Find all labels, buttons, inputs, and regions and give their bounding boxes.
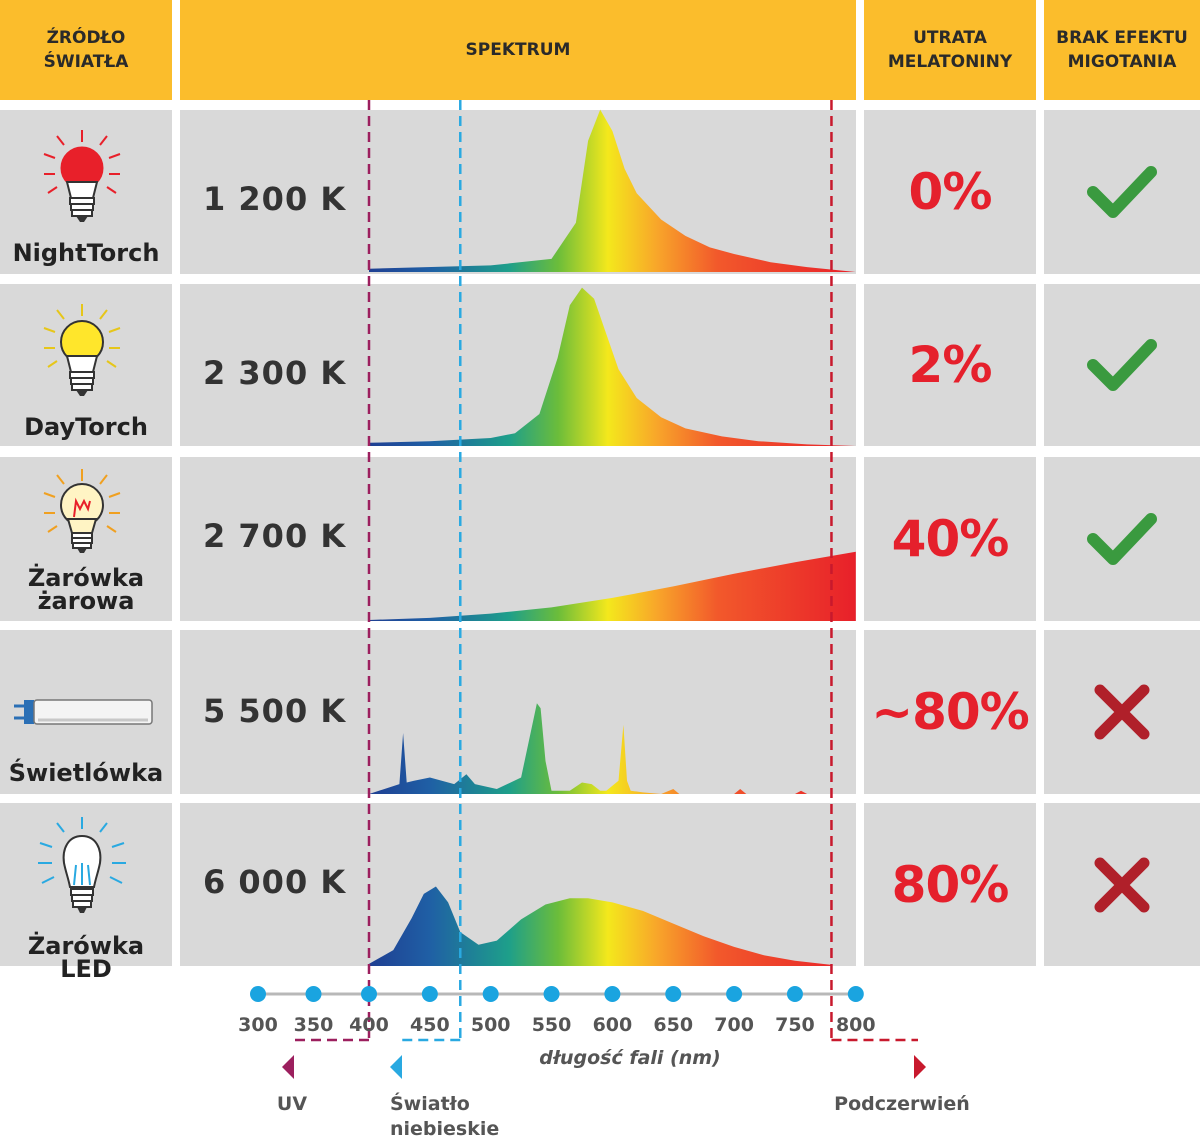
tick-label-800: 800	[836, 1014, 876, 1036]
axis-dot-650	[665, 986, 682, 1002]
row-incandescent-name: Żarówka żarowa	[0, 564, 172, 615]
row-incandescent-temperature: 2 700 K	[203, 517, 347, 555]
row-led-melatonin-value: 80%	[891, 855, 1010, 914]
row-nighttorch-flicker	[1044, 110, 1200, 274]
axis-dot-350	[305, 986, 322, 1002]
header-melatonin-line-2: MELATONINY	[887, 52, 1013, 72]
incandescent-bulb-icon	[43, 469, 121, 553]
axis-dot-450	[421, 986, 438, 1002]
tick-label-700: 700	[714, 1014, 754, 1036]
led-bulb-icon	[38, 817, 126, 913]
header-spectrum-label: SPEKTRUM	[465, 40, 571, 60]
row-incandescent-flicker	[1044, 457, 1200, 621]
header-source-line-1: ŹRÓDŁO	[46, 28, 126, 48]
row-fluorescent-flicker	[1044, 630, 1200, 794]
row-nighttorch-source: NightTorch	[0, 110, 172, 274]
tick-label-400: 400	[349, 1014, 389, 1036]
header-melatonin: UTRATA MELATONINY	[864, 0, 1036, 100]
blue-label-line-1: Światło	[390, 1091, 470, 1115]
row-led-melatonin: 80%	[864, 803, 1036, 966]
row-led-temperature: 6 000 K	[203, 863, 347, 901]
spectrum-series-1	[369, 109, 856, 272]
axis-dot-750	[786, 986, 803, 1002]
row-fluorescent-temperature: 5 500 K	[203, 692, 347, 730]
row-fluorescent-spectrum-cell: 5 500 K	[180, 630, 856, 794]
row-led-name-line-1: Żarówka LED	[27, 932, 145, 983]
row-daytorch-name-line-1: DayTorch	[24, 413, 148, 441]
row-led-source: Żarówka LED	[0, 803, 172, 981]
check-icon	[1087, 513, 1157, 565]
axis-dot-700	[726, 986, 743, 1002]
row-fluorescent-melatonin: ~80%	[864, 630, 1036, 794]
row-nighttorch-melatonin: 0%	[864, 110, 1036, 274]
cross-icon	[1094, 857, 1150, 912]
check-icon	[1087, 166, 1157, 218]
ir-arrow-icon	[914, 1055, 926, 1079]
header-source: ŹRÓDŁO ŚWIATŁA	[0, 0, 172, 100]
row-nighttorch-temperature: 1 200 K	[203, 180, 347, 218]
row-nighttorch-name: NightTorch	[0, 239, 172, 267]
header-flicker-line-1: BRAK EFEKTU	[1056, 28, 1188, 48]
row-daytorch-flicker	[1044, 284, 1200, 446]
row-incandescent-melatonin-value: 40%	[891, 510, 1010, 568]
row-daytorch-spectrum-cell: 2 300 K	[180, 284, 856, 446]
row-daytorch-melatonin: 2%	[864, 284, 1036, 446]
cross-icon	[1094, 684, 1150, 740]
tick-label-300: 300	[238, 1014, 278, 1036]
uv-label: UV	[277, 1093, 307, 1115]
row-fluorescent-melatonin-value: ~80%	[871, 683, 1030, 741]
check-icon	[1087, 339, 1157, 391]
row-nighttorch-spectrum-cell: 1 200 K	[180, 110, 856, 274]
axis-dot-400	[361, 986, 377, 1002]
row-fluorescent-name: Świetlówka	[0, 759, 172, 787]
row-nighttorch-melatonin-value: 0%	[908, 163, 993, 221]
tick-label-750: 750	[775, 1014, 815, 1036]
row-daytorch-temperature: 2 300 K	[203, 354, 347, 392]
row-daytorch-source: DayTorch	[0, 284, 172, 446]
row-incandescent-source: Żarówka żarowa	[0, 457, 172, 621]
axis-dot-600	[604, 986, 621, 1002]
blue-label-line-2: niebieskie	[390, 1118, 499, 1140]
blue-arrow-icon	[390, 1055, 402, 1079]
tick-label-450: 450	[410, 1014, 450, 1036]
header-source-line-2: ŚWIATŁA	[43, 52, 129, 72]
tick-label-650: 650	[653, 1014, 693, 1036]
tick-label-550: 550	[532, 1014, 572, 1036]
axis-dot-550	[543, 986, 560, 1002]
row-nighttorch-name-line-1: NightTorch	[12, 239, 160, 267]
row-fluorescent-source: Świetlówka	[0, 630, 172, 794]
row-incandescent-name-line-1: Żarówka	[27, 564, 145, 592]
tick-label-350: 350	[294, 1014, 334, 1036]
row-fluorescent-name-line-1: Świetlówka	[8, 759, 164, 787]
row-daytorch-melatonin-value: 2%	[908, 336, 993, 394]
spectrum-series-3	[369, 551, 856, 621]
row-daytorch-name: DayTorch	[0, 413, 172, 441]
axis-dot-500	[482, 986, 499, 1002]
header-melatonin-line-1: UTRATA	[913, 28, 987, 48]
header-spectrum: SPEKTRUM	[180, 0, 856, 100]
fluorescent-tube-icon	[14, 699, 153, 725]
red-bulb-icon	[43, 130, 121, 222]
tick-label-600: 600	[593, 1014, 633, 1036]
row-led-name: Żarówka LED	[0, 932, 172, 983]
tick-label-500: 500	[471, 1014, 511, 1036]
spectrum-series-5	[369, 886, 832, 966]
spectrum-series-2	[369, 287, 856, 446]
header-flicker-line-2: MIGOTANIA	[1067, 52, 1177, 72]
row-led-flicker	[1044, 803, 1200, 966]
ir-label: Podczerwień	[834, 1093, 970, 1115]
yellow-bulb-icon	[43, 304, 121, 396]
axis-title: długość fali (nm)	[539, 1047, 721, 1069]
row-incandescent-melatonin: 40%	[864, 457, 1036, 621]
header-flicker: BRAK EFEKTU MIGOTANIA	[1044, 0, 1200, 100]
uv-arrow-icon	[282, 1055, 294, 1079]
axis-dot-300	[250, 986, 266, 1002]
spectrum-series-4	[369, 703, 832, 794]
row-incandescent-name-line-2: żarowa	[37, 587, 135, 615]
axis-dot-800	[847, 986, 864, 1002]
